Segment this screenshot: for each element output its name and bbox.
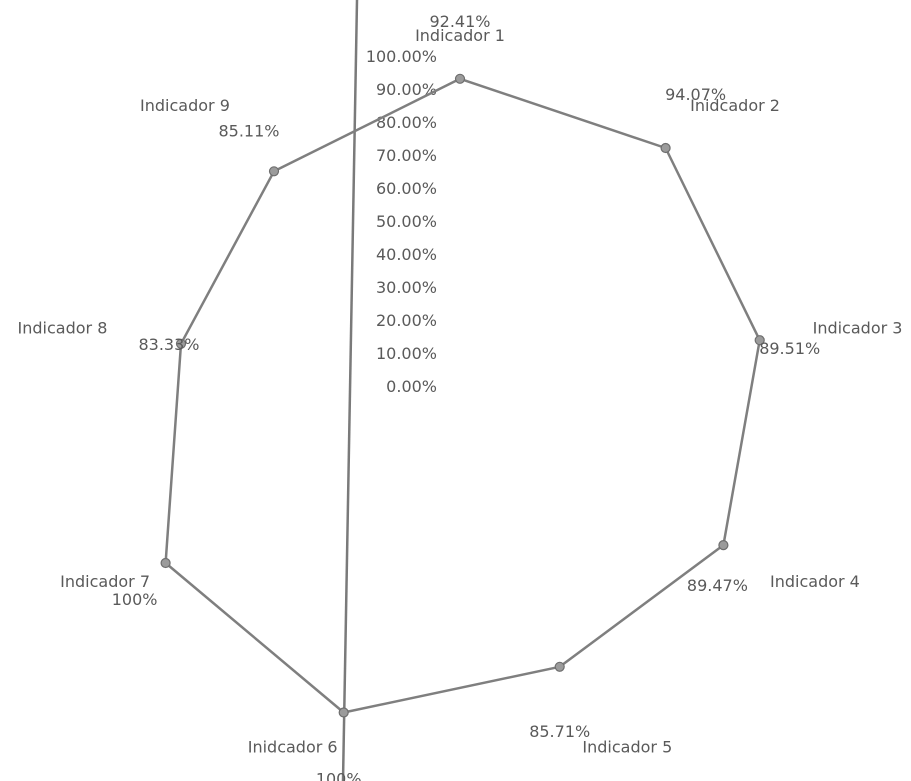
tick-label: 40.00% [376, 245, 437, 264]
data-label: 100% [112, 590, 158, 609]
category-label: Indicador 9 [140, 96, 230, 115]
category-labels: Indicador 1 Inidcador 2 Indicador 3 Indicad… [18, 26, 903, 756]
data-point [338, 707, 349, 718]
data-label: 85.11% [218, 121, 279, 140]
data-label: 100% [316, 770, 362, 781]
data-point [660, 142, 671, 154]
data-label: 89.51% [759, 339, 820, 358]
data-label: 89.47% [687, 576, 748, 595]
tick-label: 20.00% [376, 311, 437, 330]
data-label: 83.33% [138, 335, 199, 354]
data-point [718, 539, 729, 551]
data-label: 94.07% [665, 85, 726, 104]
data-label: 92.41% [429, 12, 490, 31]
tick-label: 10.00% [376, 344, 437, 363]
data-point [268, 166, 280, 177]
tick-label: 30.00% [376, 278, 437, 297]
plot-area [160, 73, 765, 718]
category-label: Inidcador 6 [248, 737, 338, 756]
tick-label: 100.00% [366, 47, 437, 66]
data-labels: 92.41% 94.07% 89.51% 89.47% 85.71% 100% 100% 83… [112, 12, 820, 781]
data-point [754, 335, 765, 346]
category-label: Indicador 4 [770, 572, 860, 591]
tick-label: 60.00% [376, 179, 437, 198]
radial-axis-ticks: 0.00% 10.00% 20.00% 30.00% 40.00% 50.00% 60.00… [366, 47, 437, 396]
radial-axis-line [341, 0, 359, 781]
tick-label: 0.00% [386, 377, 437, 396]
category-label: Indicador 1 [415, 26, 505, 45]
data-label: 85.71% [529, 722, 590, 741]
data-point [160, 557, 171, 569]
tick-label: 50.00% [376, 212, 437, 231]
data-point [175, 338, 187, 349]
category-label: Indicador 5 [582, 737, 672, 756]
category-label: Inidcador 2 [690, 96, 780, 115]
tick-label: 90.00% [376, 80, 437, 99]
category-label: Indicador 7 [60, 572, 150, 591]
category-label: Indicador 8 [18, 319, 108, 338]
series-line [164, 77, 761, 714]
tick-label: 70.00% [376, 146, 437, 165]
data-point [454, 73, 466, 84]
tick-label: 80.00% [376, 113, 437, 132]
data-point [554, 661, 565, 672]
category-label: Indicador 3 [813, 319, 903, 338]
